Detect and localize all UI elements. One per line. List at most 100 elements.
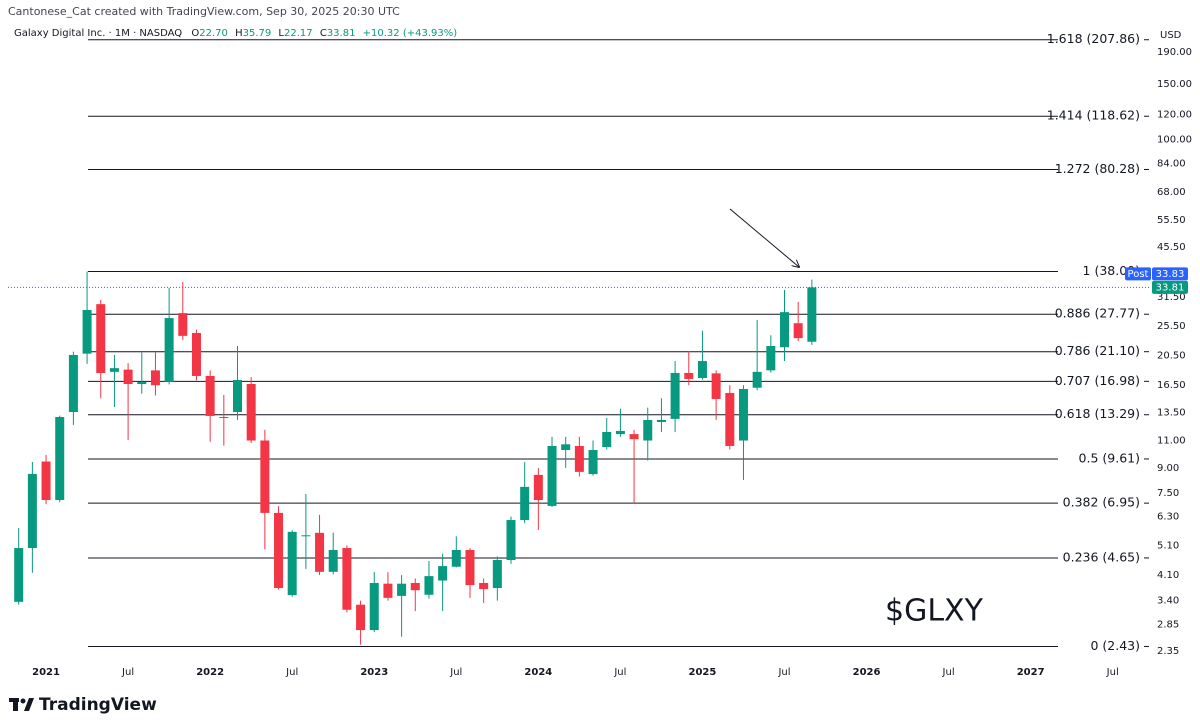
candle-body: [342, 548, 352, 610]
legend-l: 22.17: [284, 28, 313, 39]
y-tick-label: 20.50: [1157, 351, 1186, 362]
post-price-label: 33.83: [1156, 269, 1185, 280]
candle-body: [260, 440, 270, 513]
legend: Galaxy Digital Inc. · 1M · NASDAQ O22.70…: [14, 28, 457, 39]
candle-body: [711, 373, 721, 399]
candle-body: [164, 318, 174, 382]
x-tick-label: 2022: [196, 667, 224, 678]
candle-body: [807, 287, 817, 342]
candle-body: [356, 604, 366, 631]
fib-label: 1.414 (118.62): [1047, 108, 1140, 123]
legend-o-label: O: [191, 28, 199, 39]
candle-body: [780, 312, 789, 348]
candle-body: [369, 582, 379, 631]
candle-body: [697, 361, 707, 378]
fib-label: 0 (2.43): [1090, 638, 1140, 653]
candle-body: [315, 532, 325, 572]
brand-logo: [9, 698, 34, 711]
candle-body: [752, 371, 762, 388]
candle-body: [123, 369, 133, 384]
candle-body: [479, 582, 489, 590]
fib-label: 0.382 (6.95): [1063, 495, 1140, 510]
candle-body: [287, 531, 297, 596]
legend-h: 35.79: [243, 28, 272, 39]
candle-body: [684, 372, 694, 379]
legend-change: +10.32 (+43.93%): [363, 28, 458, 39]
post-tag-box: [1125, 267, 1151, 281]
x-tick-label: 2023: [360, 667, 388, 678]
candle-body: [793, 323, 803, 339]
annotation: $GLXY: [885, 594, 984, 629]
header: Cantonese_Cat created with TradingView.c…: [8, 5, 400, 18]
fib-label: 0.707 (16.98): [1055, 373, 1140, 388]
y-tick-label: 9.00: [1157, 463, 1179, 474]
candle-body: [438, 566, 448, 581]
y-tick-label: 13.50: [1157, 408, 1186, 419]
x-tick-label: 2026: [853, 667, 881, 678]
x-tick-label: 2025: [689, 667, 717, 678]
candle-body: [14, 548, 24, 602]
candle-body: [55, 417, 65, 501]
x-tick-label: Jul: [777, 667, 790, 678]
candle-body: [219, 417, 229, 419]
currency: USD: [1160, 30, 1182, 41]
candle-body: [397, 583, 407, 596]
post-price-box: [1152, 267, 1188, 281]
x-tick-label: 2024: [524, 667, 552, 678]
candle-body: [465, 549, 475, 586]
candle-body: [629, 434, 639, 440]
x-tick-label: 2021: [32, 667, 60, 678]
candle-body: [725, 392, 735, 446]
x-tick-label: Jul: [121, 667, 134, 678]
y-tick-label: 100.00: [1157, 135, 1192, 146]
candle-body: [205, 375, 215, 416]
candle-body: [246, 383, 256, 441]
x-tick-label: Jul: [285, 667, 298, 678]
brand: TradingView: [39, 695, 157, 715]
y-tick-label: 45.50: [1157, 242, 1186, 253]
y-tick-label: 11.00: [1157, 436, 1186, 447]
candle-body: [547, 445, 557, 506]
fib-label: 0.5 (9.61): [1079, 450, 1140, 465]
y-tick-label: 68.00: [1157, 187, 1186, 198]
y-tick-label: 6.30: [1157, 512, 1179, 523]
x-tick-label: Jul: [942, 667, 955, 678]
candle-body: [670, 372, 680, 419]
y-tick-label: 7.50: [1157, 488, 1179, 499]
plot-area: [8, 39, 1150, 647]
fib-label: 0.786 (21.10): [1055, 343, 1140, 358]
x-tick-label: Jul: [1106, 667, 1119, 678]
y-tick-label: 25.50: [1157, 321, 1186, 332]
last-price-label: 33.81: [1156, 282, 1185, 293]
candle-body: [643, 419, 653, 441]
candle-body: [520, 486, 530, 521]
y-tick-label: 31.50: [1157, 292, 1186, 303]
legend-l-label: L: [278, 28, 284, 39]
candle-body: [561, 444, 571, 451]
fib-label: 0.886 (27.77): [1055, 306, 1140, 321]
fib-label: 1.272 (80.28): [1055, 161, 1140, 176]
fib-label: 0.236 (4.65): [1063, 549, 1140, 564]
candle-body: [533, 474, 543, 501]
candle-body: [588, 450, 598, 475]
candle-body: [137, 381, 147, 384]
candle-body: [109, 368, 119, 372]
candle-body: [602, 431, 612, 447]
legend-h-label: H: [235, 28, 243, 39]
y-tick-label: 4.10: [1157, 570, 1179, 581]
candle-body: [506, 520, 516, 561]
candle-body: [150, 370, 160, 386]
logo-part: [20, 698, 26, 704]
candle-body: [233, 379, 242, 412]
y-tick-label: 2.35: [1157, 646, 1179, 657]
candle-body: [656, 419, 666, 423]
candle-body: [738, 388, 748, 441]
post-tag: Post: [1128, 269, 1149, 280]
candle-body: [41, 461, 51, 501]
candle-body: [574, 445, 584, 472]
candle-body: [615, 430, 625, 435]
y-tick-label: 2.85: [1157, 620, 1179, 631]
